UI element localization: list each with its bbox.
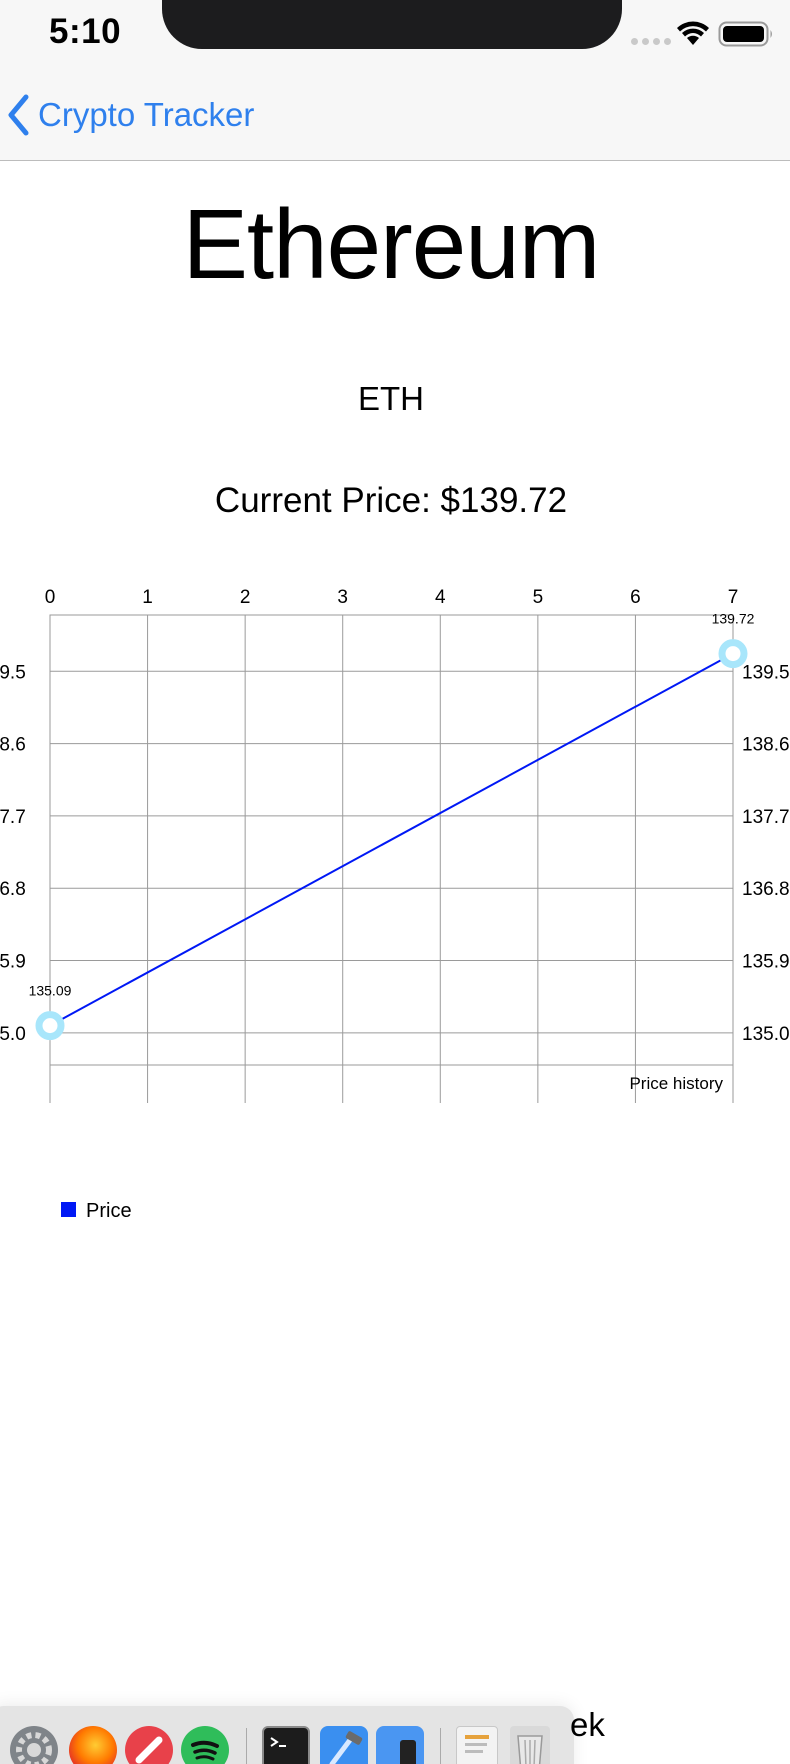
- x-tick-label: 3: [337, 587, 348, 608]
- simulator-app-icon[interactable]: [376, 1726, 424, 1764]
- wifi-icon: [677, 21, 709, 45]
- coin-symbol: ETH: [358, 380, 424, 417]
- y-tick-label-left: 136.8: [0, 879, 26, 900]
- x-tick-label: 6: [630, 587, 641, 608]
- y-tick-label-left: 139.5: [0, 662, 26, 683]
- spotify-icon: [191, 1740, 219, 1761]
- y-tick-label-right: 137.7: [742, 807, 790, 828]
- y-tick-label-right: 139.5: [742, 662, 790, 683]
- status-bar: 5:10: [0, 0, 790, 70]
- gear-icon: [16, 1732, 52, 1764]
- terminal-prompt-icon: [270, 1737, 286, 1747]
- price-data-label: 135.09: [29, 983, 72, 999]
- chevron-left-icon: [8, 94, 29, 136]
- x-tick-label: 7: [728, 587, 739, 608]
- xcode-app-icon[interactable]: [320, 1726, 368, 1764]
- documents-folder-icon[interactable]: [456, 1726, 498, 1764]
- x-tick-label: 4: [435, 587, 446, 608]
- y-tick-label-right: 135.0: [742, 1024, 790, 1045]
- x-tick-label: 0: [45, 587, 56, 608]
- device-notch: [162, 0, 622, 49]
- legend-label-price: Price: [86, 1200, 132, 1222]
- cellular-signal-icon: [631, 38, 671, 45]
- price-chart-svg: 0 1 2 3 4 5 6 7 135.0 135.0 135.9 135.9 136.8 136.8 13…: [0, 587, 790, 1222]
- hammer-icon: [329, 1731, 363, 1764]
- x-tick-label: 2: [240, 587, 251, 608]
- status-time: 5:10: [49, 12, 122, 51]
- dock-separator: [246, 1728, 247, 1764]
- current-price: Current Price: $139.72: [214, 481, 568, 520]
- system-preferences-app-icon[interactable]: [10, 1726, 58, 1764]
- price-data-point: [718, 639, 748, 669]
- y-tick-label-left: 137.7: [0, 807, 26, 828]
- spotify-app-icon[interactable]: [181, 1726, 229, 1764]
- coin-name-title: Ethereum: [182, 189, 601, 299]
- phone-icon: [400, 1740, 416, 1764]
- price-series-line: [49, 652, 734, 1027]
- y-tick-label-right: 135.9: [742, 952, 790, 973]
- trash-icon: [517, 1735, 543, 1764]
- battery-icon: [718, 21, 772, 47]
- document-icon: [465, 1735, 489, 1753]
- price-chart: 0 1 2 3 4 5 6 7 135.0 135.0 135.9 135.9 136.8 136.8 13…: [0, 575, 790, 1245]
- news-icon: [135, 1736, 163, 1764]
- x-tick-label: 1: [142, 587, 153, 608]
- navigation-bar: Crypto Tracker: [0, 70, 790, 161]
- macos-dock: [0, 1706, 574, 1764]
- y-tick-label-right: 138.6: [742, 735, 790, 756]
- back-button[interactable]: Crypto Tracker: [4, 92, 254, 138]
- y-tick-label-right: 136.8: [742, 879, 790, 900]
- legend-swatch-price: [61, 1202, 76, 1217]
- x-tick-label: 5: [533, 587, 544, 608]
- price-data-point: [35, 1011, 65, 1041]
- chart-description: Price history: [629, 1074, 723, 1093]
- terminal-app-icon[interactable]: [262, 1726, 310, 1764]
- firefox-app-icon[interactable]: [69, 1726, 117, 1764]
- dock-separator: [440, 1728, 441, 1764]
- back-button-label: Crypto Tracker: [38, 96, 255, 133]
- y-tick-label-left: 135.9: [0, 952, 26, 973]
- news-app-icon[interactable]: [125, 1726, 173, 1764]
- y-tick-label-left: 138.6: [0, 735, 26, 756]
- price-data-label: 139.72: [712, 611, 755, 627]
- trash-app-icon[interactable]: [510, 1726, 550, 1764]
- y-tick-label-left: 135.0: [0, 1024, 26, 1045]
- dock-overflow-text: ek: [570, 1706, 605, 1743]
